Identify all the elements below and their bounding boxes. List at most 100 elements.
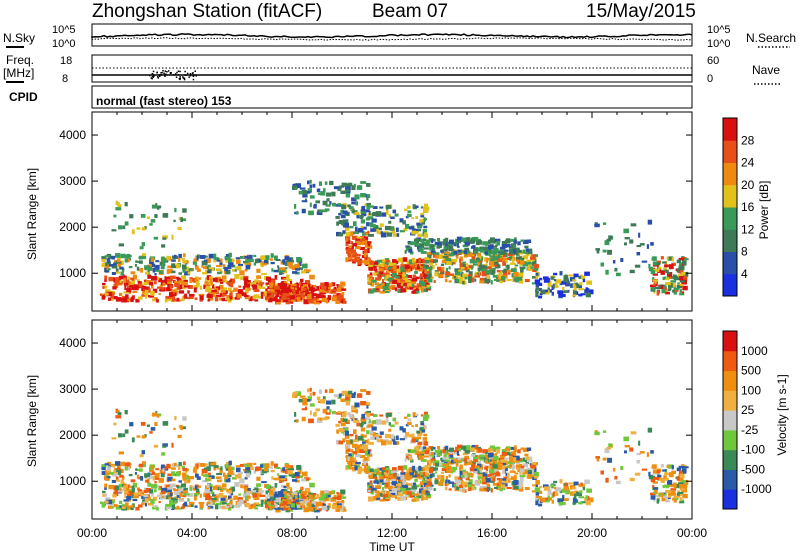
nave-dot [175,76,178,78]
power-cell [211,289,217,293]
velocity-cell [482,473,487,477]
power-cell [193,258,199,262]
power-cell [395,265,400,271]
power-cell [535,283,539,288]
velocity-x-ticks [91,320,693,519]
velocity-cell [498,457,505,460]
velocity-cell [173,427,176,431]
power-cell [229,292,233,298]
power-cell [319,210,322,213]
power-cell [123,277,126,283]
velocity-cell [416,473,420,477]
velocity-cell [390,492,396,496]
power-cell [425,282,429,287]
power-cell [338,232,344,237]
power-cell [142,291,147,294]
date-label: 15/May/2015 [586,1,696,22]
velocity-cell [215,484,221,488]
power-cell [356,185,363,190]
power-cell [449,273,455,276]
power-cell [201,260,208,266]
power-cell [662,261,667,264]
power-cell [131,280,135,285]
velocity-cell [224,474,228,480]
power-cell [124,221,129,226]
power-cell [530,256,536,260]
velocity-cell [346,465,351,468]
power-cell [415,243,421,247]
power-cell [412,204,416,209]
power-cell [395,287,398,292]
velocity-cell [459,466,462,471]
power-cell [282,259,285,264]
velocity-cell [524,453,529,457]
power-cell [222,293,227,297]
power-cell [180,275,187,280]
power-cell [319,291,324,295]
velocity-cell [176,494,181,498]
velocity-cell [174,489,180,493]
power-cell [383,264,387,267]
velocity-cell [665,499,670,503]
power-cell [678,285,683,289]
power-cell [490,268,495,271]
power-cell [406,283,412,287]
velocity-cell [279,493,285,497]
power-cell [656,262,661,266]
power-cell [277,291,281,295]
velocity-cell [270,466,273,469]
velocity-cell [313,495,316,499]
velocity-cell [368,474,373,479]
velocity-cell [426,494,432,498]
velocity-cell [473,459,478,462]
power-cell [443,246,447,250]
power-cell [265,288,268,292]
velocity-cell [420,474,424,478]
freq-panel: Freq. [MHz] 18 8 60 0 Nave [3,53,780,85]
velocity-cell [180,425,183,431]
power-cell [282,299,289,302]
velocity-cell [636,460,641,464]
velocity-cell [270,469,275,473]
power-cell [277,265,280,268]
velocity-cell [273,493,280,498]
power-cell [444,251,450,254]
velocity-cell [405,482,408,485]
velocity-cell [307,396,312,401]
power-cell [355,226,358,232]
velocity-cell [229,498,234,501]
power-cell [467,252,473,257]
velocity-cell [346,439,351,445]
power-cell [579,285,582,289]
power-cell [104,289,111,294]
power-cell [379,223,384,227]
velocity-cell [154,475,160,480]
velocity-cell [359,450,365,454]
power-cell [482,241,489,246]
velocity-cell [507,477,511,481]
velocity-cell [247,470,252,475]
velocity-cell [501,465,508,470]
power-cell [152,267,156,273]
velocity-cell [290,501,295,504]
velocity-cell [477,475,483,479]
nave-dot [186,72,189,75]
velocity-cell [579,493,582,497]
power-cell [458,269,463,272]
velocity-cell [367,456,370,461]
power-cell [279,271,283,275]
velocity-cell [177,485,182,489]
velocity-cell [309,482,315,488]
velocity-cell [231,486,235,492]
velocity-cell [519,468,525,473]
power-cell [477,240,483,245]
power-cell [396,279,400,283]
power-cell [499,280,503,284]
velocity-cell [210,462,215,466]
power-cell [469,239,476,244]
power-cell [213,257,219,260]
velocity-cell [115,476,119,482]
power-cell [323,295,326,298]
power-cell [464,266,468,271]
power-cell [578,275,582,279]
